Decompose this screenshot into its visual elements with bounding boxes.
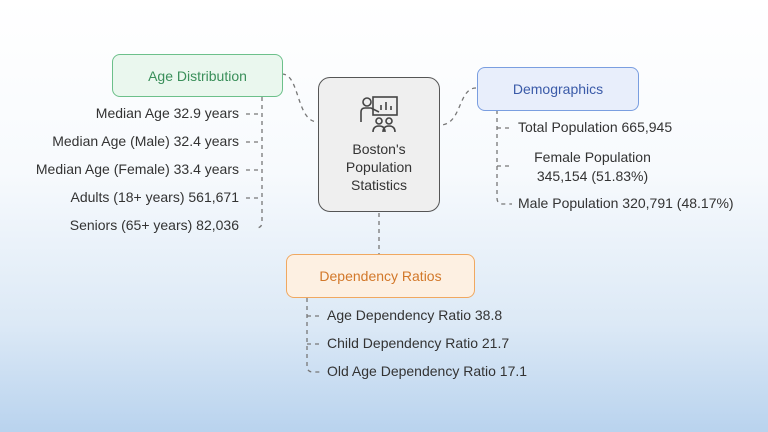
list-item: Female Population 345,154 (51.83%) <box>534 149 651 184</box>
connector <box>497 127 512 167</box>
list-item: Median Age (Female) 33.4 years <box>35 161 239 177</box>
connector <box>255 97 263 229</box>
connector <box>306 298 321 373</box>
list-item: Seniors (65+ years) 82,036 <box>69 217 239 233</box>
group-title: Dependency Ratios <box>286 254 475 298</box>
list-item: Age Dependency Ratio 38.8 <box>327 307 503 323</box>
presentation-icon <box>360 96 398 133</box>
group-title: Age Distribution <box>112 54 283 97</box>
connector <box>246 113 262 199</box>
list-item: Median Age (Male) 32.4 years <box>52 133 239 149</box>
group-title: Demographics <box>477 67 639 111</box>
connector <box>496 110 512 205</box>
connector <box>439 87 477 126</box>
list-item: Median Age 32.9 years <box>95 105 239 121</box>
list-item: Old Age Dependency Ratio 17.1 <box>327 363 528 379</box>
center-node: Boston's Population Statistics <box>318 77 440 212</box>
list-item: Total Population 665,945 <box>518 119 673 135</box>
connector <box>281 73 319 123</box>
list-item: Child Dependency Ratio 21.7 <box>327 335 510 351</box>
list-item: Male Population 320,791 (48.17%) <box>518 195 734 211</box>
connector <box>307 315 321 345</box>
center-label: Boston's Population Statistics <box>345 141 413 193</box>
list-item: Adults (18+ years) 561,671 <box>70 189 240 205</box>
